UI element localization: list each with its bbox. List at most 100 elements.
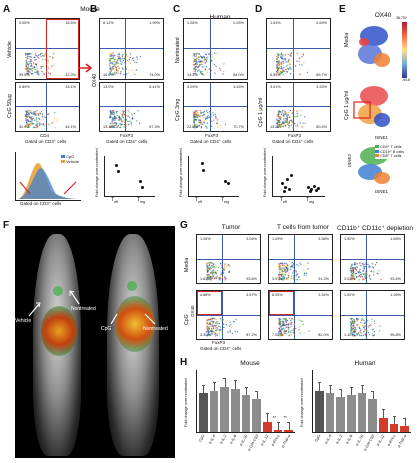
flow-event-dot xyxy=(112,122,114,125)
flow-event-dot xyxy=(206,264,208,267)
axis-fold-c: Fold change over nontreated xyxy=(179,148,183,197)
flow-event-dot xyxy=(115,61,118,63)
flow-event-dot xyxy=(55,119,57,121)
pet-ct-image: Vehicle Nontreated CpG Nontreated xyxy=(15,226,175,458)
flow-event-dot xyxy=(193,121,195,124)
flow-event-dot xyxy=(202,61,205,63)
flow-event-dot xyxy=(31,70,34,72)
flow-event-dot xyxy=(42,123,45,125)
flow-event-dot xyxy=(109,122,112,125)
flow-event-dot xyxy=(296,116,298,118)
flow-event-dot xyxy=(114,124,116,127)
flow-event-dot xyxy=(287,53,289,56)
flow-event-dot xyxy=(223,63,225,65)
flow-event-dot xyxy=(216,269,219,272)
flow-event-dot xyxy=(109,60,111,63)
bar-1 xyxy=(325,392,335,432)
flow-event-dot xyxy=(28,120,30,123)
flow-event-dot xyxy=(290,275,293,278)
flow-event-dot xyxy=(301,320,303,322)
flow-event-dot xyxy=(201,73,203,75)
flow-event-dot xyxy=(136,56,138,58)
flow-event-dot xyxy=(222,70,225,73)
flow-event-dot xyxy=(368,325,370,327)
flow-event-dot xyxy=(219,69,222,71)
flow-event-dot xyxy=(287,61,289,63)
flow-event-dot xyxy=(216,327,219,329)
flow-event-dot xyxy=(215,115,217,117)
flow-event-dot xyxy=(360,334,363,337)
flow-event-dot xyxy=(34,68,36,71)
flow-event-dot xyxy=(280,318,282,320)
flow-event-dot xyxy=(354,334,356,337)
flow-event-dot xyxy=(37,114,40,116)
panel-label-f: F xyxy=(3,220,10,231)
mouse-label-nontreated-2: Nontreated xyxy=(143,326,168,332)
flow-event-dot xyxy=(29,110,32,113)
flow-plot-g1: 1.26% 3.04% 1.83% 93.8% xyxy=(196,234,261,284)
flow-event-dot xyxy=(43,54,46,56)
flow-event-dot xyxy=(222,323,225,325)
flow-event-dot xyxy=(29,120,31,123)
flow-event-dot xyxy=(298,329,300,331)
flow-event-dot xyxy=(134,61,136,63)
flow-event-dot xyxy=(113,112,115,114)
error-bar-0 xyxy=(319,383,321,391)
flow-event-dot xyxy=(367,263,369,266)
flow-event-dot xyxy=(35,114,37,117)
flow-event-dot xyxy=(303,272,306,274)
chart-ylabel-mouse: Fold change over nontreated xyxy=(184,378,188,428)
flow-event-dot xyxy=(352,271,355,273)
flow-event-dot xyxy=(214,325,217,327)
flow-event-dot xyxy=(289,67,291,70)
flow-event-dot xyxy=(28,71,30,73)
flow-event-dot xyxy=(290,68,292,70)
flow-event-dot xyxy=(356,276,358,279)
flow-event-dot xyxy=(283,277,286,279)
flow-event-dot xyxy=(215,272,217,274)
flow-event-dot xyxy=(111,112,113,115)
flow-event-dot xyxy=(111,126,113,128)
flow-event-dot xyxy=(118,119,120,122)
flow-event-dot xyxy=(207,56,209,58)
flow-event-dot xyxy=(114,116,116,119)
flow-event-dot xyxy=(292,121,294,123)
flow-event-dot xyxy=(28,116,31,118)
flow-event-dot xyxy=(224,123,227,126)
flow-event-dot xyxy=(125,119,128,121)
flow-event-dot xyxy=(277,62,280,64)
flow-event-dot xyxy=(117,125,120,127)
flow-event-dot xyxy=(284,54,286,56)
flow-event-dot xyxy=(209,113,212,115)
flow-event-dot xyxy=(25,68,28,70)
flow-event-dot xyxy=(287,277,290,279)
flow-event-dot xyxy=(276,122,278,125)
flow-event-dot xyxy=(231,332,233,335)
bar-0 xyxy=(315,390,324,432)
flow-event-dot xyxy=(283,118,285,120)
flow-event-dot xyxy=(280,113,283,115)
flow-event-dot xyxy=(215,322,217,324)
flow-event-dot xyxy=(372,335,374,337)
flow-event-dot xyxy=(36,56,39,58)
flow-event-dot xyxy=(120,70,122,73)
flow-event-dot xyxy=(278,276,281,278)
flow-event-dot xyxy=(220,124,222,127)
flow-event-dot xyxy=(28,67,30,70)
flow-event-dot xyxy=(208,267,210,270)
flow-event-dot xyxy=(123,73,125,76)
bar-7 xyxy=(273,429,283,432)
flow-event-dot xyxy=(215,271,217,273)
flow-event-dot xyxy=(278,273,281,276)
flow-plot-g5: 8.05% 2.34% 7.54% 82.0% xyxy=(268,290,333,340)
flow-event-dot xyxy=(295,270,297,272)
flow-event-dot xyxy=(215,326,217,329)
flow-event-dot xyxy=(296,273,298,276)
flow-event-dot xyxy=(212,266,214,268)
flow-event-dot xyxy=(367,326,369,328)
error-cap-0 xyxy=(317,382,321,384)
flow-event-dot xyxy=(210,320,213,322)
flow-event-dot xyxy=(109,58,111,60)
flow-event-dot xyxy=(286,269,288,272)
flow-event-dot xyxy=(282,55,284,57)
